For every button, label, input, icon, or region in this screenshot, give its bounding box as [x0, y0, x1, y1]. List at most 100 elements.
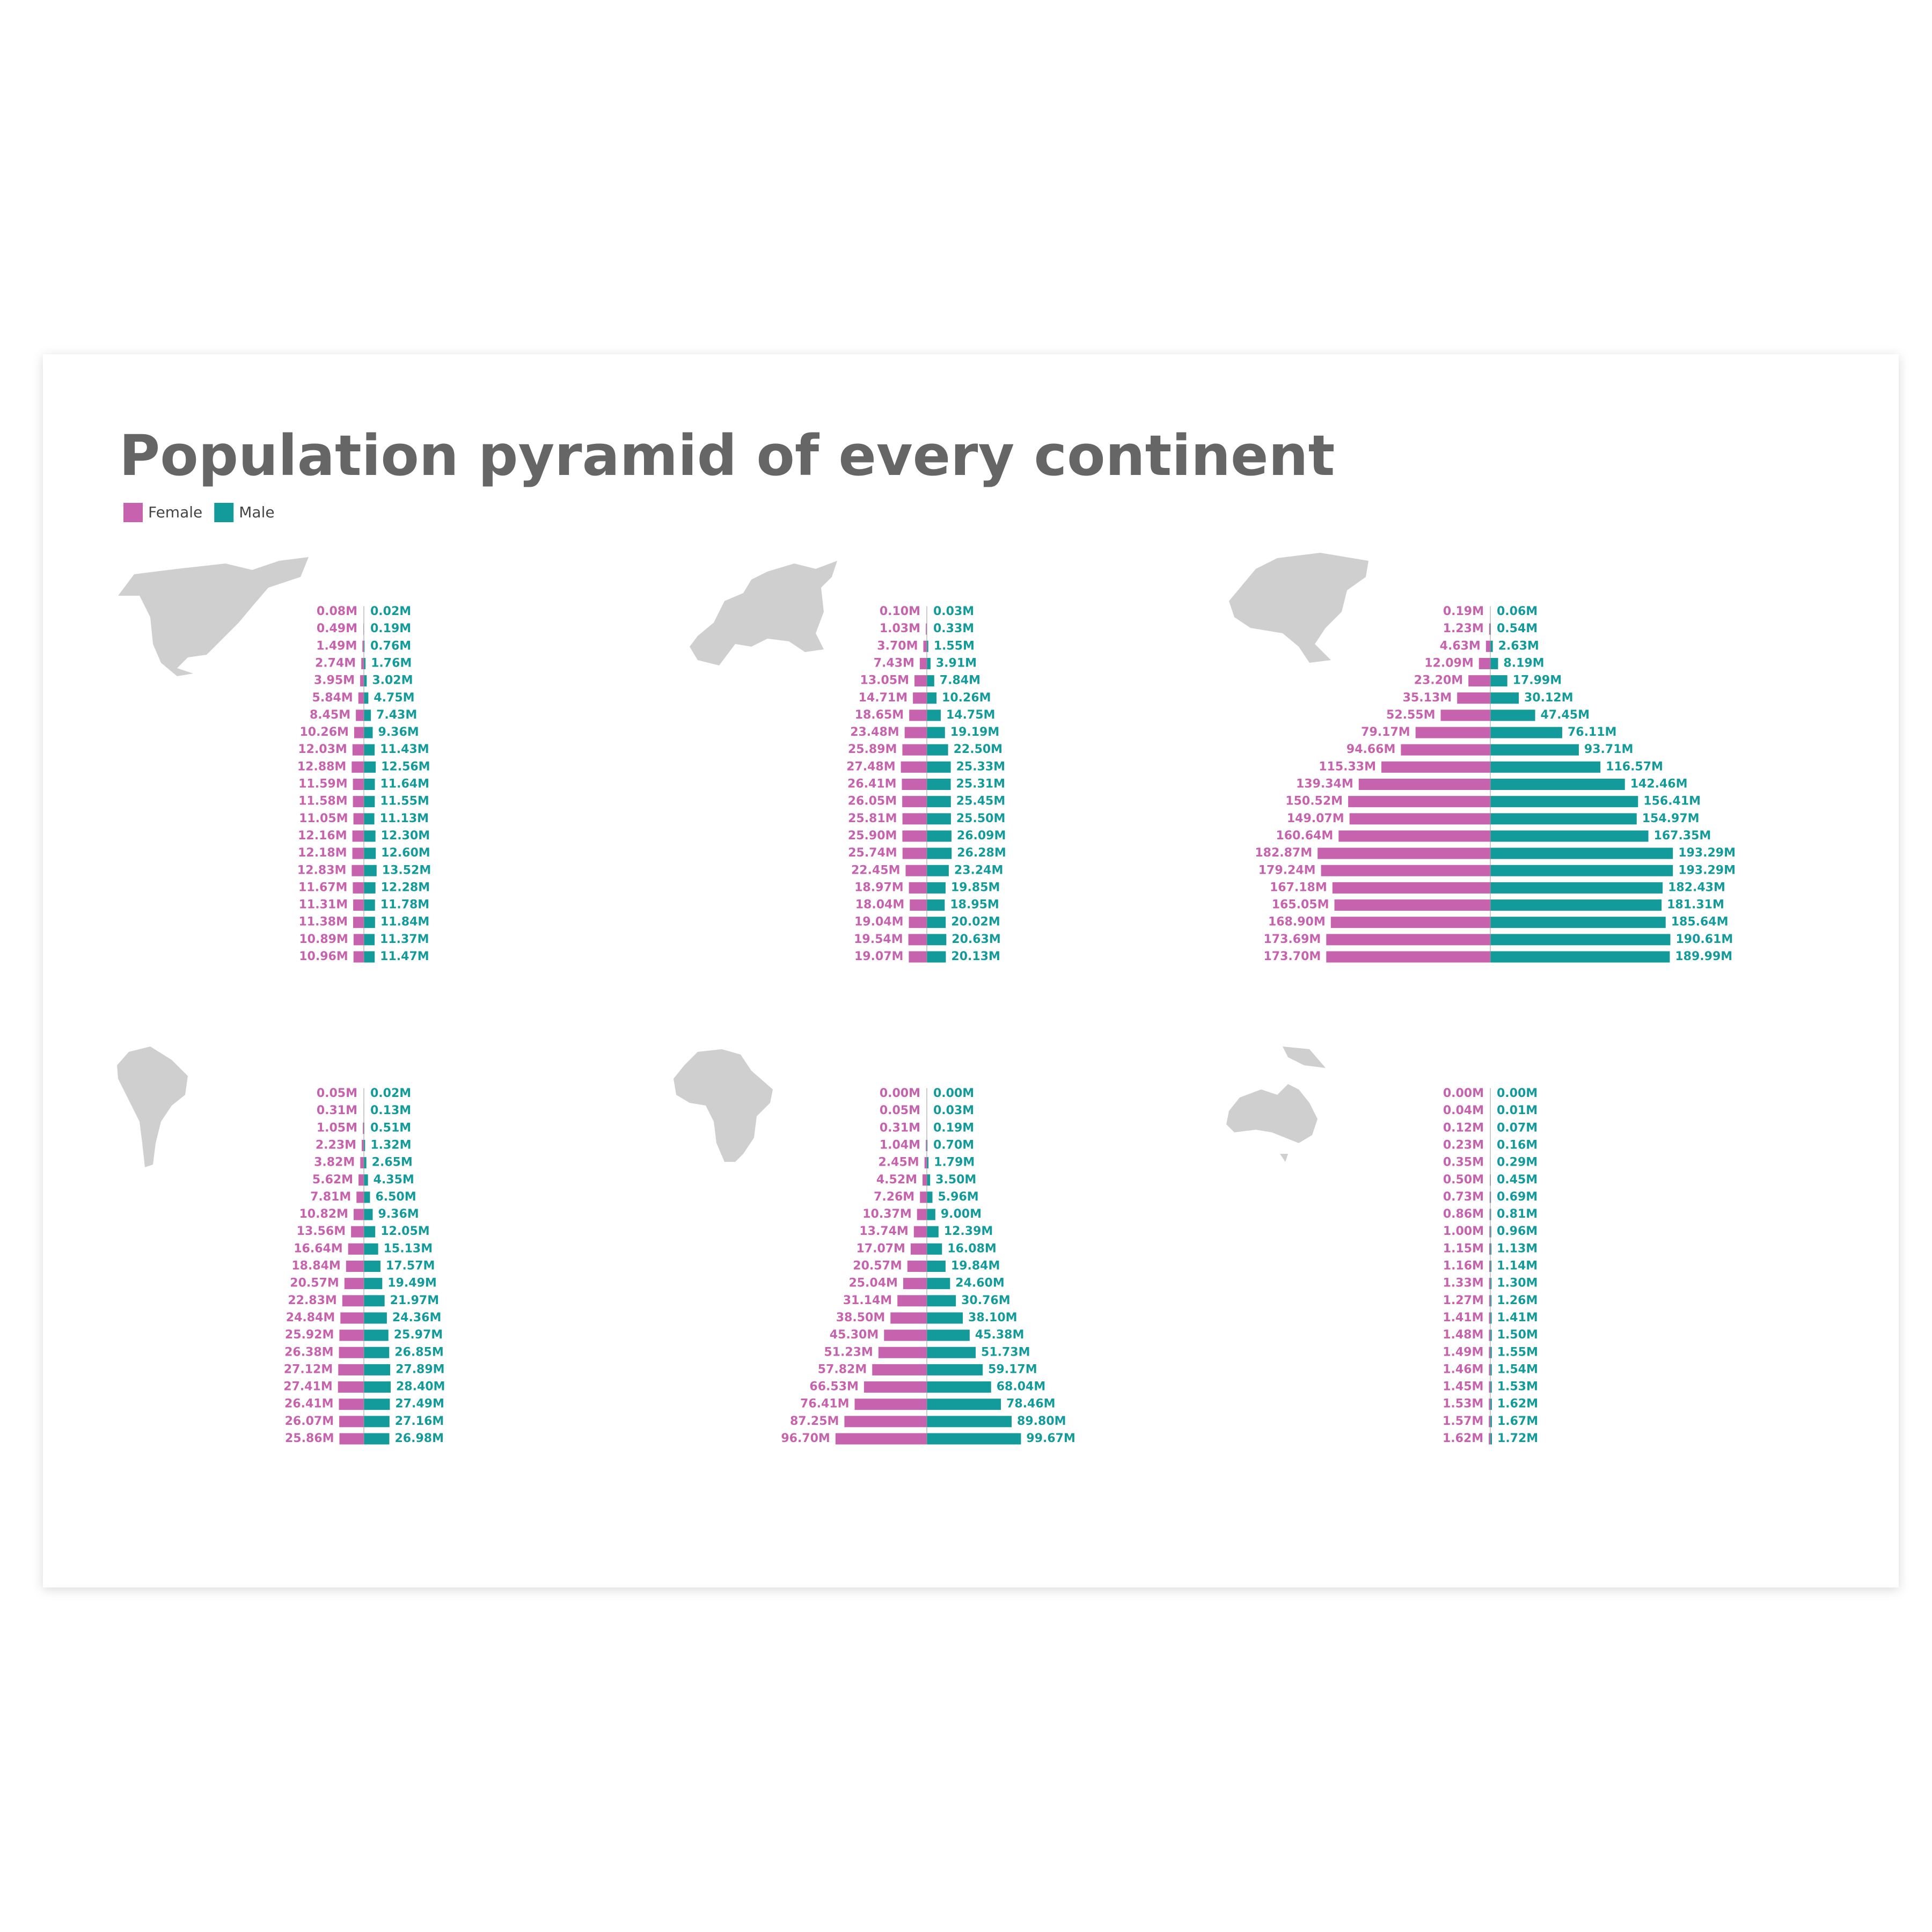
value-label-male: 19.19M — [950, 726, 999, 739]
value-label-male: 14.75M — [946, 708, 995, 722]
value-label-male: 0.16M — [1497, 1138, 1538, 1152]
bar-female — [1334, 899, 1490, 911]
bar-female — [339, 1416, 364, 1428]
value-label-female: 160.64M — [1276, 829, 1333, 843]
value-label-female: 57.82M — [818, 1363, 867, 1376]
bar-female — [363, 1122, 364, 1134]
value-label-male: 24.36M — [392, 1311, 441, 1324]
bar-female — [360, 1157, 364, 1169]
value-label-female: 1.33M — [1443, 1277, 1483, 1290]
value-label-female: 12.83M — [297, 863, 346, 877]
value-label-female: 0.08M — [317, 605, 357, 618]
bar-male — [1490, 1416, 1492, 1428]
value-label-female: 1.00M — [1443, 1225, 1484, 1238]
value-label-female: 1.57M — [1443, 1415, 1483, 1428]
value-label-male: 1.26M — [1497, 1294, 1538, 1307]
value-label-female: 0.10M — [880, 605, 920, 618]
bar-male — [364, 1295, 385, 1307]
value-label-female: 5.62M — [312, 1173, 353, 1187]
value-label-male: 0.76M — [370, 639, 411, 653]
value-label-female: 11.67M — [298, 881, 347, 894]
bar-female — [897, 1295, 927, 1307]
value-label-male: 1.62M — [1497, 1397, 1538, 1411]
bar-male — [927, 744, 948, 756]
bar-male — [364, 830, 376, 842]
bar-female — [905, 865, 927, 876]
value-label-female: 12.16M — [298, 829, 347, 843]
value-label-male: 26.28M — [957, 846, 1006, 860]
bar-male — [1490, 796, 1638, 808]
value-label-male: 11.64M — [380, 778, 429, 791]
bar-male — [364, 1346, 390, 1358]
value-label-male: 12.28M — [381, 881, 430, 894]
value-label-female: 7.81M — [310, 1190, 351, 1204]
bar-female — [902, 779, 927, 790]
bar-male — [364, 1312, 387, 1324]
bar-female — [1489, 1209, 1490, 1220]
value-label-female: 20.57M — [290, 1277, 339, 1290]
bar-male — [1490, 1346, 1492, 1358]
value-label-female: 150.52M — [1285, 795, 1343, 808]
bar-male — [927, 1346, 976, 1358]
bar-male — [927, 1399, 1001, 1410]
value-label-female: 4.52M — [876, 1173, 917, 1187]
value-label-male: 20.63M — [952, 933, 1000, 946]
value-label-female: 7.26M — [874, 1190, 914, 1204]
value-label-male: 156.41M — [1643, 795, 1701, 808]
value-label-male: 30.76M — [961, 1294, 1010, 1307]
bar-male — [1490, 830, 1649, 842]
bar-female — [1326, 951, 1490, 963]
value-label-male: 12.60M — [381, 846, 430, 860]
bar-male — [927, 727, 945, 738]
value-label-female: 26.05M — [848, 795, 897, 808]
value-label-male: 1.14M — [1497, 1260, 1538, 1273]
value-label-male: 20.13M — [951, 950, 1000, 963]
value-label-male: 38.10M — [968, 1311, 1017, 1324]
value-label-female: 18.84M — [291, 1260, 340, 1273]
value-label-female: 0.86M — [1443, 1208, 1484, 1221]
value-label-female: 165.05M — [1272, 898, 1329, 912]
bar-male — [927, 1433, 1021, 1445]
bar-male — [364, 1381, 391, 1393]
bar-female — [358, 692, 364, 704]
bar-female — [338, 1364, 364, 1375]
bar-female — [353, 899, 364, 911]
value-label-male: 193.29M — [1678, 846, 1736, 860]
bar-male — [927, 692, 937, 704]
value-label-female: 173.70M — [1263, 950, 1321, 963]
value-label-male: 27.89M — [396, 1363, 444, 1376]
value-label-female: 10.37M — [862, 1208, 911, 1221]
value-label-female: 0.12M — [1443, 1121, 1484, 1135]
value-label-female: 0.50M — [1443, 1173, 1484, 1187]
bar-female — [1330, 917, 1490, 928]
value-label-female: 27.41M — [283, 1380, 332, 1394]
bar-female — [920, 1191, 927, 1203]
bar-male — [1490, 1329, 1492, 1341]
bar-female — [1440, 709, 1490, 721]
value-label-male: 0.33M — [933, 622, 974, 635]
bar-male — [364, 934, 375, 946]
bar-female — [902, 830, 927, 842]
value-label-male: 7.84M — [940, 674, 980, 687]
bar-male — [364, 951, 375, 963]
value-label-female: 51.23M — [824, 1345, 873, 1359]
value-label-female: 10.96M — [299, 950, 348, 963]
value-label-male: 4.75M — [374, 691, 414, 705]
value-label-female: 2.23M — [316, 1138, 356, 1152]
value-label-female: 25.04M — [848, 1277, 897, 1290]
bar-female — [1326, 934, 1490, 946]
bar-female — [1338, 830, 1490, 842]
bar-female — [902, 847, 927, 859]
value-label-male: 5.96M — [938, 1190, 978, 1204]
bar-male — [364, 882, 376, 894]
value-label-male: 27.49M — [395, 1397, 444, 1411]
value-label-female: 13.05M — [860, 674, 909, 687]
value-label-female: 10.82M — [299, 1208, 348, 1221]
bar-male — [927, 1381, 991, 1393]
bar-male — [1490, 1243, 1491, 1255]
value-label-female: 1.04M — [880, 1138, 920, 1152]
bar-female — [1401, 744, 1490, 756]
map-oceania — [1226, 1046, 1326, 1162]
bar-male — [364, 675, 367, 687]
bar-female — [1485, 640, 1490, 652]
